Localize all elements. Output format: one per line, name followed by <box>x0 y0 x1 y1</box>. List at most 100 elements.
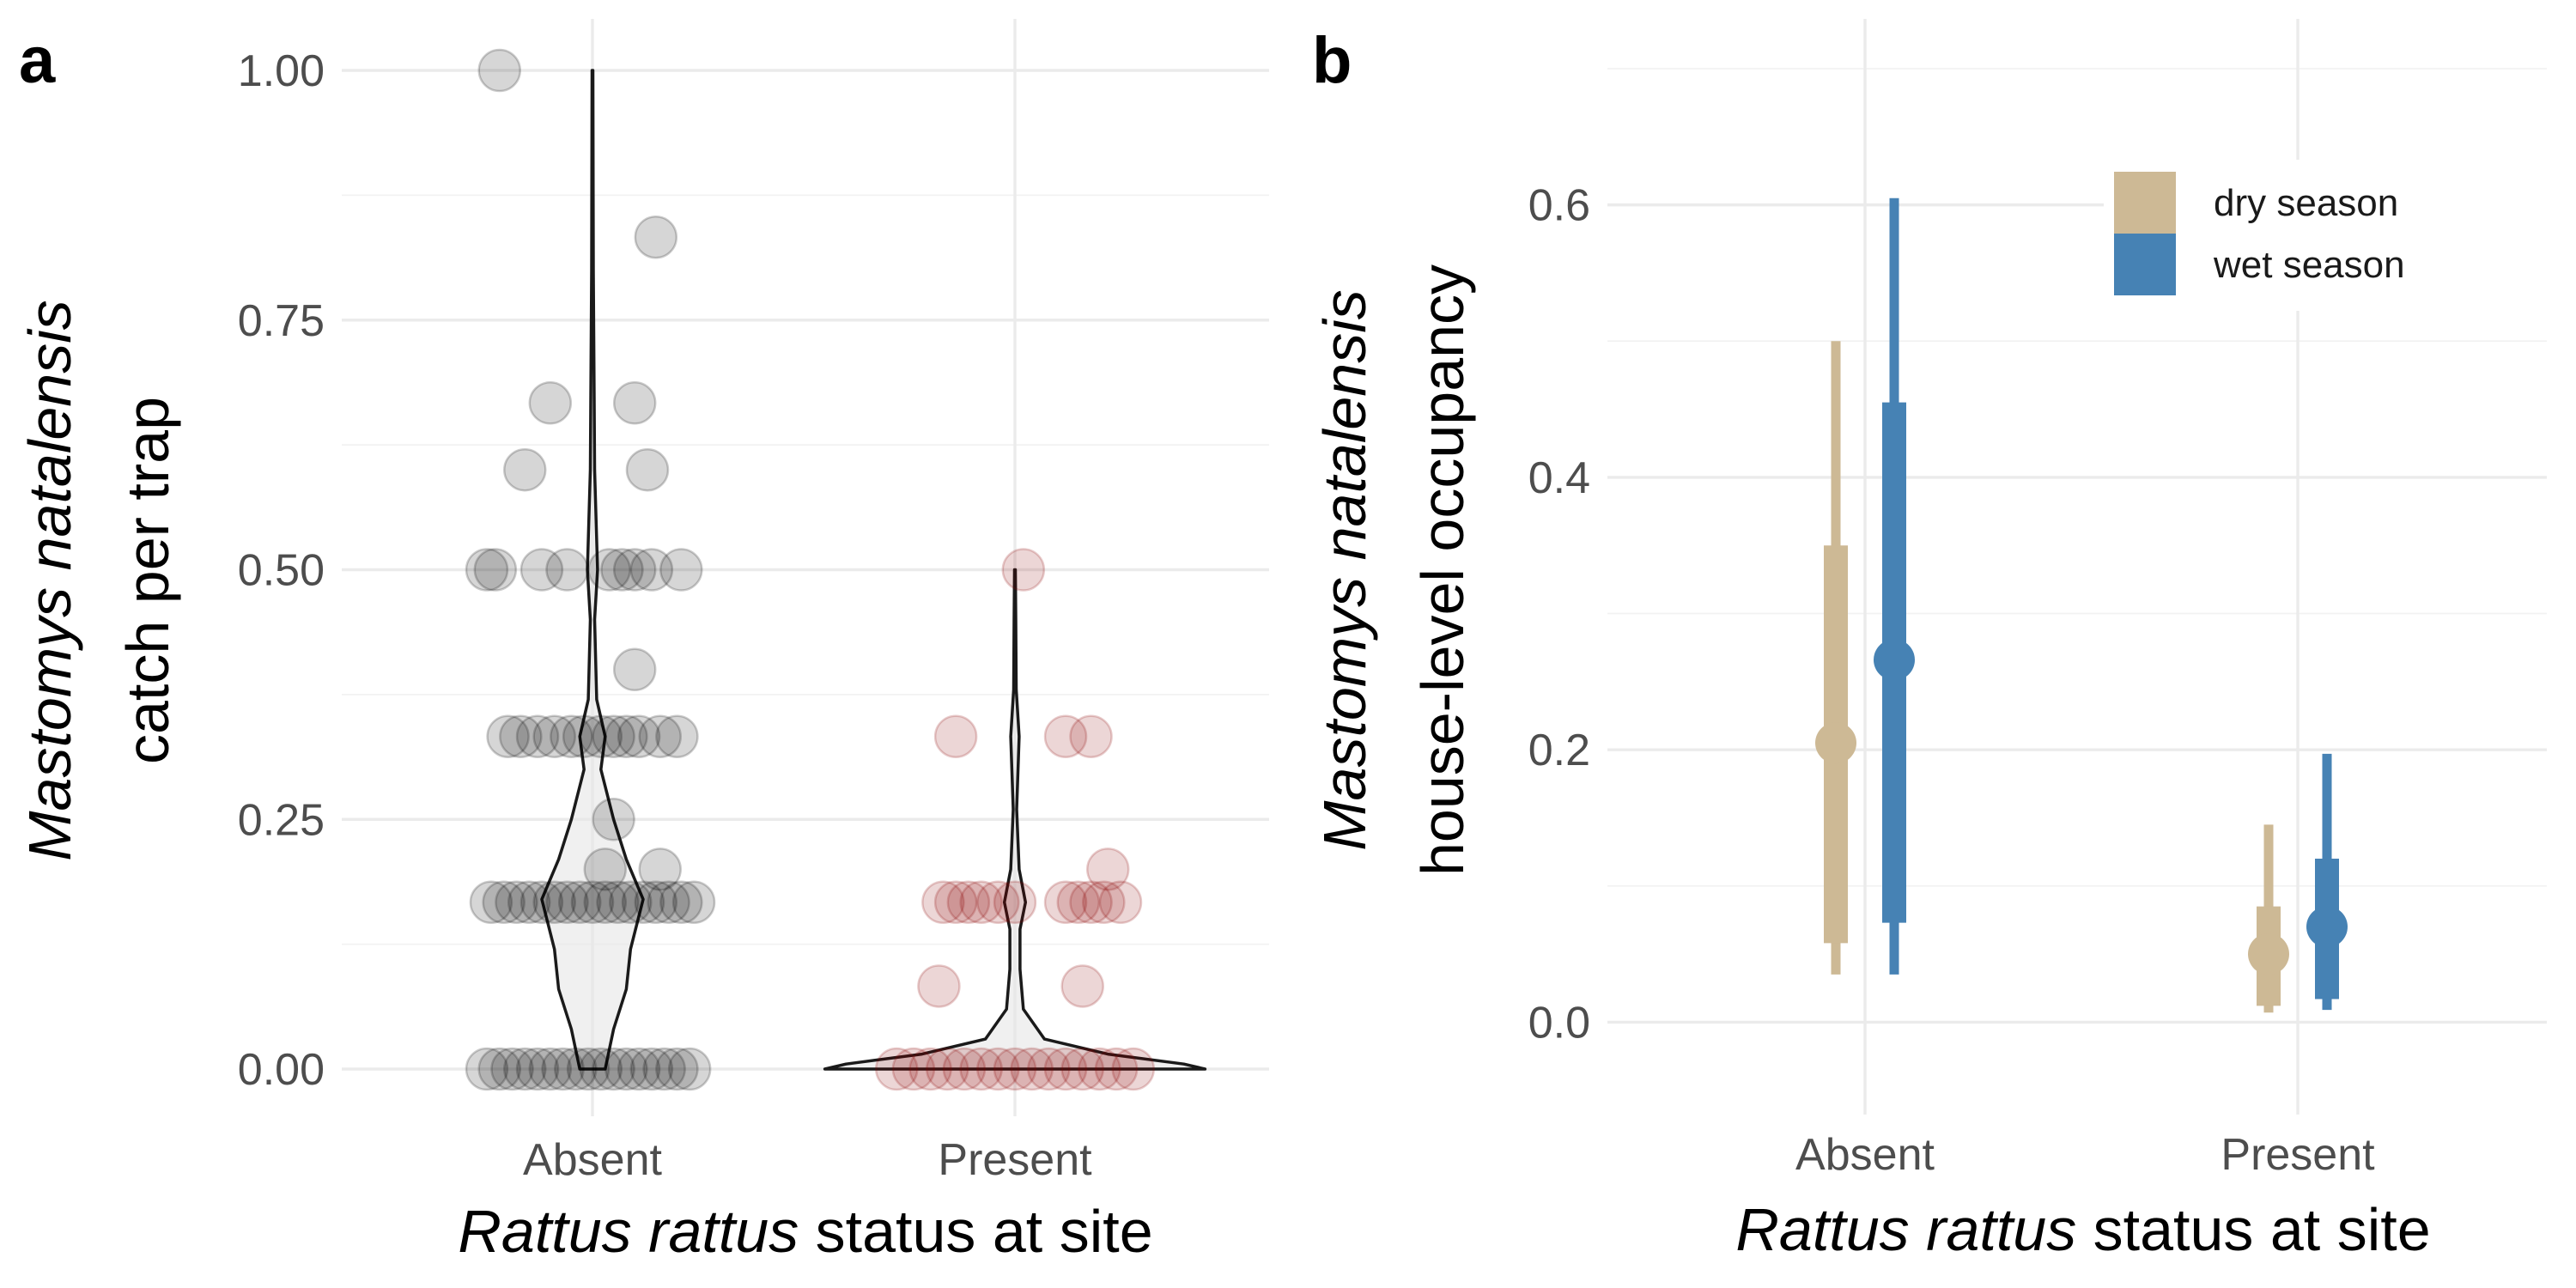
panel-a-point-absent <box>621 880 665 925</box>
panel-a-point-absent <box>671 880 716 925</box>
panel-a-point-absent <box>592 714 635 758</box>
panel-a-y-tick-label: 1.00 <box>238 46 325 96</box>
panel-a-point-present <box>917 964 961 1008</box>
panel-a-point-present <box>874 1047 919 1091</box>
panel-a-point-absent <box>605 1047 648 1091</box>
panel-a-point-absent <box>587 548 631 592</box>
panel-a-point-present <box>993 880 1037 925</box>
panel-a-point-present <box>1043 1047 1088 1091</box>
panel-b-legend-label-wet-season: wet season <box>2213 244 2405 286</box>
panel-a-violin-absent <box>540 69 645 1071</box>
panel-a-point-present <box>1078 1047 1121 1091</box>
panel-a-point-absent <box>557 880 602 925</box>
panel-b-legend-label-dry-season: dry season <box>2214 182 2398 224</box>
panel-a-point-absent <box>545 548 589 592</box>
panel-a-point-absent <box>532 880 576 925</box>
panel-a-point-absent <box>592 1047 635 1091</box>
panel-a-y-title-plain: catch per trap <box>114 397 181 764</box>
panel-a-point-present <box>946 880 991 925</box>
panel-a-point-absent <box>655 714 699 758</box>
panel-a-point-absent <box>499 714 543 758</box>
panel-a-point-absent <box>655 1047 699 1091</box>
panel-a-point-absent <box>617 714 661 758</box>
panel-b-legend-key-dry-season <box>2114 172 2176 234</box>
panel-a-x-ticks: Absent Present <box>523 1135 1092 1185</box>
panel-a-point-absent <box>554 1047 598 1091</box>
panel-a-point-absent <box>600 548 644 592</box>
panel-a-point-absent <box>647 880 690 925</box>
panel-a-letter: a <box>19 24 56 97</box>
panel-a-x-tick-label: Present <box>938 1135 1092 1185</box>
panel-a-point-present <box>1085 848 1130 891</box>
panel-a-point-present <box>1060 1047 1104 1091</box>
panel-a-y-title-italic: Mastomys natalensis <box>16 300 83 861</box>
panel-a-point-absent <box>465 548 509 592</box>
panel-b-grid <box>1607 19 2547 1115</box>
panel-a-point-present <box>921 880 965 925</box>
panel-a-point-present <box>942 1047 987 1091</box>
panel-a-point-absent <box>609 880 653 925</box>
panel-a-point-present <box>1098 880 1143 925</box>
panel-a-y-tick-label: 0.50 <box>238 546 325 596</box>
panel-a-point-absent <box>612 647 657 692</box>
panel-a-points <box>465 48 1156 1091</box>
panel-a-y-tick-label: 0.75 <box>238 296 325 346</box>
panel-a-point-absent <box>477 48 522 93</box>
panel-a-point-absent <box>659 548 703 592</box>
panel-a-point-present <box>1111 1047 1156 1091</box>
panel-a-point-present <box>993 1047 1037 1091</box>
panel-a-point-absent <box>583 848 628 891</box>
panel-a-point-absent <box>519 548 564 592</box>
panel-a-y-tick-label: 0.25 <box>238 795 325 845</box>
panel-a-violin-present <box>823 568 1207 1071</box>
panel-a-point-present <box>976 880 1020 925</box>
panel-a-point-absent <box>528 1047 573 1091</box>
panel-a-point-absent <box>570 880 615 925</box>
panel-a-point-absent <box>541 1047 585 1091</box>
panel-a-point-absent <box>579 714 623 758</box>
panel-a-point-present <box>926 1047 969 1091</box>
panel-a-x-title-plain: status at site <box>816 1198 1153 1265</box>
panel-a-point-absent <box>477 1047 522 1091</box>
panel-a-point-present <box>891 1047 936 1091</box>
panel-a-point-present <box>1027 1047 1071 1091</box>
panel-a-point-absent <box>503 447 547 492</box>
panel-a-point-present <box>908 1047 952 1091</box>
panel-b-y-title-plain: house-level occupancy <box>1409 264 1476 876</box>
panel-b-x-ticks: Absent Present <box>1795 1130 2375 1180</box>
panel-a-point-present <box>1060 964 1104 1008</box>
panel-b-legend-background <box>2104 160 2576 311</box>
panel-a-x-title: Rattus rattus status at site <box>458 1198 1152 1265</box>
panel-a-point-absent <box>465 1047 509 1091</box>
panel-a-point-absent <box>507 880 551 925</box>
panel-a-point-absent <box>612 548 657 592</box>
panel-a-point-present <box>1043 714 1088 758</box>
panel-b-y-tick-label: 0.6 <box>1528 181 1590 231</box>
panel-a-point-present <box>1082 880 1126 925</box>
panel-b-x-tick-label: Present <box>2221 1130 2375 1180</box>
panel-b-median-point-dry-season-present <box>2248 933 2289 975</box>
panel-b-letter: b <box>1312 24 1352 97</box>
panel-a-point-present <box>933 714 978 758</box>
panel-a-point-absent <box>562 714 606 758</box>
panel-a-point-present <box>1043 880 1088 925</box>
panel-a-point-present <box>959 880 1003 925</box>
panel-b-x-title-italic: Rattus rattus <box>1735 1196 2076 1263</box>
panel-a-point-present <box>1069 714 1113 758</box>
panel-a-point-absent <box>469 880 513 925</box>
panel-a-y-tick-label: 0.00 <box>238 1045 325 1095</box>
panel-a-y-ticks: 0.00 0.25 0.50 0.75 1.00 <box>238 46 325 1095</box>
panel-a-point-absent <box>634 880 678 925</box>
panel-a-point-absent <box>473 548 518 592</box>
panel-a-point-absent <box>605 714 648 758</box>
panel-b-legend: dry season wet season <box>2104 160 2576 311</box>
panel-b-x-title: Rattus rattus status at site <box>1735 1196 2430 1263</box>
panel-a-violins <box>540 69 1207 1071</box>
panel-a-point-absent <box>579 1047 623 1091</box>
panel-b-median-point-wet-season-present <box>2306 906 2348 948</box>
panel-a-point-absent <box>612 381 657 425</box>
panel-a-point-absent <box>566 1047 611 1091</box>
panel-a-point-absent <box>629 1047 674 1091</box>
panel-a-point-present <box>1056 880 1101 925</box>
